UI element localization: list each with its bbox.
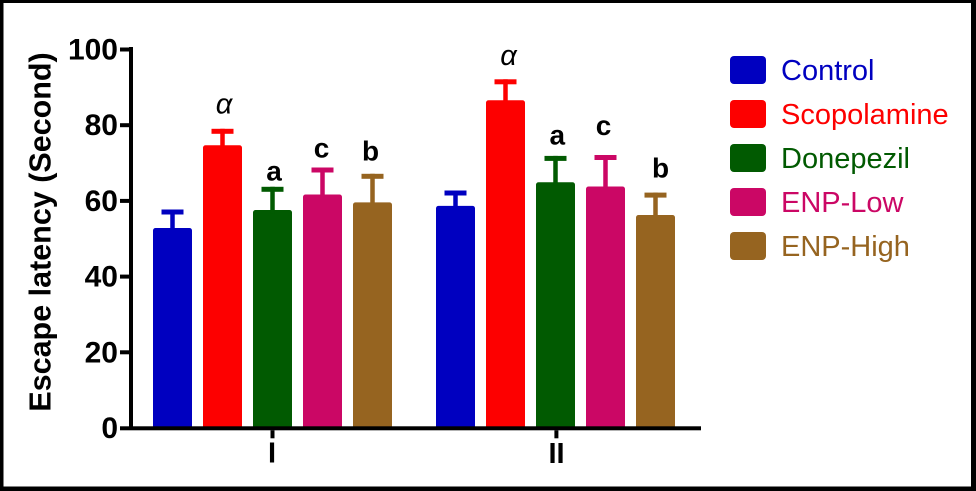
svg-text:a: a: [266, 156, 282, 187]
svg-text:a: a: [550, 120, 566, 151]
svg-text:60: 60: [85, 185, 118, 218]
svg-text:b: b: [362, 136, 379, 167]
svg-text:c: c: [314, 133, 330, 164]
svg-text:Control: Control: [781, 55, 875, 87]
svg-text:Donepezil: Donepezil: [781, 143, 910, 175]
svg-text:100: 100: [68, 34, 118, 67]
svg-text:0: 0: [101, 412, 118, 445]
svg-text:II: II: [548, 438, 564, 470]
svg-text:40: 40: [85, 261, 118, 294]
svg-text:ENP-Low: ENP-Low: [781, 187, 905, 219]
svg-text:Escape latency (Second): Escape latency (Second): [24, 52, 58, 411]
svg-text:Scopolamine: Scopolamine: [781, 99, 949, 131]
svg-text:20: 20: [85, 336, 118, 369]
svg-text:I: I: [268, 438, 276, 470]
svg-text:ENP-High: ENP-High: [781, 231, 910, 263]
svg-text:b: b: [652, 153, 669, 184]
svg-text:α: α: [500, 40, 518, 72]
svg-text:α: α: [216, 89, 234, 121]
svg-text:80: 80: [85, 109, 118, 142]
svg-text:c: c: [596, 110, 612, 141]
